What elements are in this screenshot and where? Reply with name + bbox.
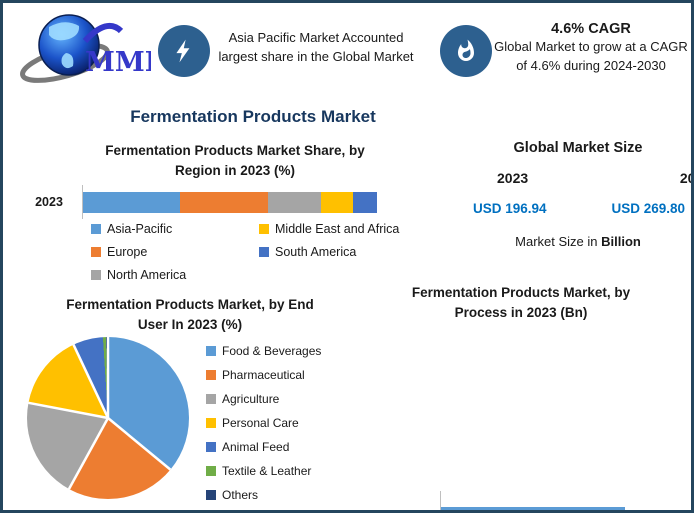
market-size-values: USD 196.94 USD 269.80 bbox=[473, 201, 685, 216]
market-size-note: Market Size in Billion bbox=[458, 234, 691, 249]
bar-track bbox=[440, 507, 675, 510]
end-user-pie bbox=[27, 337, 189, 499]
legend-label: North America bbox=[107, 267, 187, 282]
legend-swatch-icon bbox=[206, 490, 216, 500]
legend-swatch-icon bbox=[91, 269, 101, 280]
region-axis-line bbox=[82, 185, 83, 219]
legend-swatch-icon bbox=[206, 466, 216, 476]
end-user-chart-title: Fermentation Products Market, by End Use… bbox=[66, 297, 314, 332]
cagr-text: Global Market to grow at a CAGR of 4.6% … bbox=[494, 39, 688, 73]
legend-label: Europe bbox=[107, 244, 148, 259]
region-legend-item-north-america: North America bbox=[91, 268, 259, 282]
legend-swatch-icon bbox=[91, 223, 101, 234]
enduser-legend-item-others: Others bbox=[206, 483, 321, 507]
enduser-legend-item-pharmaceutical: Pharmaceutical bbox=[206, 363, 321, 387]
region-segment-north-america bbox=[268, 192, 322, 213]
legend-swatch-icon bbox=[206, 418, 216, 428]
enduser-legend-item-food-beverages: Food & Beverages bbox=[206, 339, 321, 363]
region-legend-item-south-america: South America bbox=[259, 245, 399, 259]
region-legend: Asia-Pacific Europe North America Middle Ea… bbox=[91, 217, 399, 286]
legend-label: Food & Beverages bbox=[222, 344, 322, 358]
flame-icon bbox=[458, 39, 474, 61]
legend-label: Textile & Leather bbox=[222, 464, 312, 478]
region-legend-item-middle-east-and-africa: Middle East and Africa bbox=[259, 222, 399, 236]
enduser-legend-item-textile-leather: Textile & Leather bbox=[206, 459, 321, 483]
enduser-legend-item-agriculture: Agriculture bbox=[206, 387, 321, 411]
region-legend-item-asia-pacific: Asia-Pacific bbox=[91, 222, 259, 236]
process-rows: OthersContinuous FermentationBatch Ferme… bbox=[323, 491, 675, 510]
legend-label: Asia-Pacific bbox=[107, 221, 173, 236]
market-size-value-2030: USD 269.80 bbox=[611, 201, 685, 216]
region-segment-south-america bbox=[353, 192, 377, 213]
process-axis-line bbox=[440, 491, 441, 510]
market-size-heading: Global Market Size bbox=[513, 140, 643, 156]
region-legend-item-europe: Europe bbox=[91, 245, 259, 259]
market-size-year-2023: 2023 bbox=[497, 170, 529, 186]
process-chart-title: Fermentation Products Market, by Process… bbox=[411, 285, 631, 320]
lightning-icon bbox=[176, 39, 190, 63]
legend-label: Animal Feed bbox=[222, 440, 290, 454]
region-segment-middle-east-and-africa bbox=[321, 192, 354, 213]
cagr-heading: 4.6% CAGR bbox=[551, 21, 631, 37]
enduser-legend-item-personal-care: Personal Care bbox=[206, 411, 321, 435]
cagr-callout: 4.6% CAGR Global Market to grow at a CAG… bbox=[493, 21, 689, 76]
legend-label: Agriculture bbox=[222, 392, 280, 406]
end-user-legend: Food & Beverages Pharmaceutical Agricultur… bbox=[206, 339, 321, 507]
legend-swatch-icon bbox=[259, 246, 269, 257]
region-chart-title: Fermentation Products Market Share, by R… bbox=[105, 143, 365, 178]
legend-label: Others bbox=[222, 488, 259, 502]
process-row-others: Others bbox=[323, 491, 675, 510]
brand-logo: MMR bbox=[19, 11, 168, 93]
region-callout-icon-circle bbox=[158, 25, 210, 77]
market-size-years: 2023 2030 bbox=[471, 170, 694, 186]
market-size-note-prefix: Market Size in bbox=[515, 234, 602, 249]
legend-label: Personal Care bbox=[222, 416, 299, 430]
market-size-value-2023: USD 196.94 bbox=[473, 201, 547, 216]
region-callout-text: Asia Pacific Market Accounted largest sh… bbox=[218, 30, 414, 64]
region-segment-asia-pacific bbox=[83, 192, 181, 213]
legend-label: Pharmaceutical bbox=[222, 368, 305, 382]
pie-slice-borders bbox=[28, 337, 172, 490]
market-size-note-unit: Billion bbox=[601, 234, 641, 249]
globe-logo-icon: MMR bbox=[20, 14, 168, 83]
enduser-legend-item-animal-feed: Animal Feed bbox=[206, 435, 321, 459]
legend-swatch-icon bbox=[206, 394, 216, 404]
page-title: Fermentation Products Market bbox=[130, 107, 376, 126]
legend-label: Middle East and Africa bbox=[275, 221, 400, 236]
market-size-year-2030: 2030 bbox=[679, 170, 694, 186]
region-segment-europe bbox=[180, 192, 269, 213]
legend-swatch-icon bbox=[206, 346, 216, 356]
legend-swatch-icon bbox=[91, 246, 101, 257]
legend-label: South America bbox=[275, 244, 357, 259]
bar-others bbox=[440, 507, 626, 510]
legend-swatch-icon bbox=[206, 370, 216, 380]
region-axis-category-label: 2023 bbox=[35, 195, 63, 209]
region-stacked-bar bbox=[83, 192, 377, 213]
logo-text: MMR bbox=[85, 47, 151, 78]
cagr-callout-icon-circle bbox=[440, 25, 492, 77]
legend-swatch-icon bbox=[206, 442, 216, 452]
legend-swatch-icon bbox=[259, 223, 269, 234]
